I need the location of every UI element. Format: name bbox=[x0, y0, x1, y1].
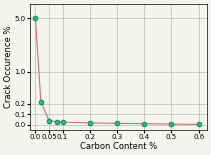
Point bbox=[143, 122, 146, 125]
Point bbox=[55, 120, 59, 123]
Point bbox=[115, 122, 119, 125]
Point bbox=[34, 17, 37, 20]
Y-axis label: Crack Occurence %: Crack Occurence % bbox=[4, 26, 13, 108]
X-axis label: Carbon Content %: Carbon Content % bbox=[80, 142, 157, 151]
Point bbox=[170, 123, 173, 125]
Point bbox=[197, 123, 200, 126]
Point bbox=[88, 122, 92, 124]
Point bbox=[39, 100, 43, 103]
Point bbox=[47, 120, 51, 122]
Point bbox=[61, 121, 64, 124]
